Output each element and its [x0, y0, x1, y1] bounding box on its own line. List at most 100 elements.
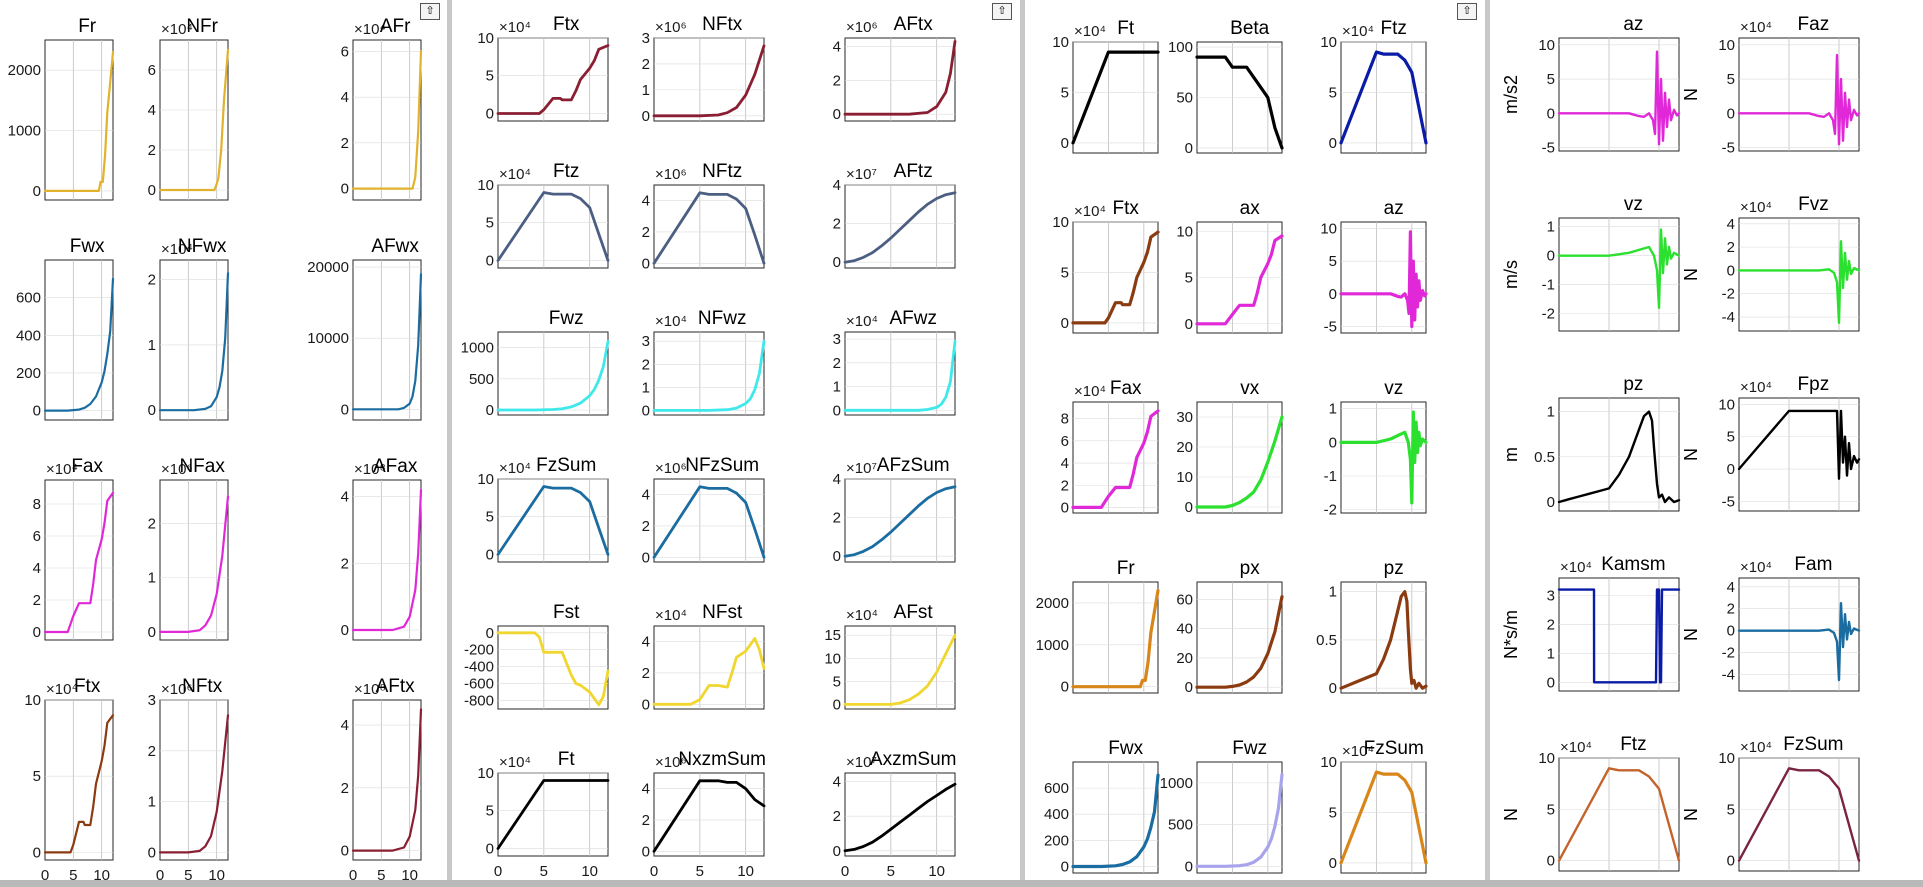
subplot-title: NFst [702, 602, 743, 623]
subplot-title: FzSum [1783, 734, 1843, 755]
y-tick-label: 0 [1061, 858, 1069, 875]
subplot-fwx: 0 200 400 600 Fwx [16, 236, 115, 421]
axes-box [497, 478, 609, 563]
y-tick-label: 4 [33, 560, 41, 577]
subplot-title: Fr [1117, 558, 1136, 579]
axes-box [497, 331, 609, 416]
subplot-title: NFwz [698, 308, 747, 329]
y-axis-label: m/s [1501, 260, 1521, 289]
series-line [351, 273, 423, 411]
series-line [1339, 50, 1428, 145]
y-tick-label: 4 [833, 774, 841, 791]
subplot-fwz: 0 500 1000 Fwz [461, 308, 610, 419]
y-tick-label: 0 [1061, 315, 1069, 332]
subplot-title: Ftz [553, 161, 579, 182]
figure-window-4: 10 5 0 -5 az m/s2 10 5 0 -5 ×10⁴ Faz N 1 0 -1 -2 vz m/s 4 2 0… [1490, 0, 1923, 880]
series-line [158, 48, 230, 192]
pin-icon[interactable]: ⇧ [1457, 3, 1477, 20]
y-tick-label: 4 [833, 471, 841, 488]
taskbar-strip [0, 880, 1923, 887]
series-line [1737, 53, 1861, 146]
subplot-fwx: 02004006000510Fwx [1044, 738, 1160, 875]
y-tick-label: 4 [642, 487, 650, 504]
subplot-fzsum: 0 5 10 ×10⁴ FzSum [477, 455, 610, 563]
y-tick-label: 10 [477, 471, 494, 488]
x-tick-label: 10 [93, 867, 110, 880]
y-tick-label: 10 [1718, 396, 1735, 413]
y-tick-label: 2 [148, 515, 156, 532]
y-tick-label: 5 [1547, 71, 1555, 88]
y-axis-label: m [1501, 447, 1521, 462]
x-tick-label: 0 [349, 867, 357, 880]
y-tick-label: 1 [1547, 219, 1555, 236]
x-tick-label: 0 [1555, 878, 1563, 880]
y-axis-label: N [1681, 448, 1701, 461]
x-tick-label: 5 [69, 867, 77, 880]
y-tick-label: 4 [642, 193, 650, 210]
y-tick-label: 2 [833, 808, 841, 825]
y-tick-label: -2 [1722, 645, 1735, 662]
y-tick-label: 2 [1727, 239, 1735, 256]
y-tick-label: 0 [33, 844, 41, 861]
subplot-ft: 0 5 10 ×10⁴ Ft [1052, 18, 1160, 154]
subplot-nfwz: 0 1 2 3 ×10⁴ NFwz [642, 308, 766, 419]
subplot-ftx: 0 5 10 ×10⁴ Ftx [477, 14, 610, 122]
y-tick-label: 1 [148, 794, 156, 811]
y-tick-label: 2 [642, 356, 650, 373]
axis-exponent: ×10⁴ [161, 241, 193, 258]
axis-exponent: ×10⁴ [161, 21, 193, 38]
axis-exponent: ×10⁷ [846, 754, 877, 771]
axis-exponent: ×10⁴ [655, 607, 687, 624]
y-tick-label: 10 [477, 177, 494, 194]
y-axis-label: N [1681, 268, 1701, 281]
subplot-afwz: 0 1 2 3 ×10⁴ AFwz [833, 308, 957, 419]
y-tick-label: 3 [642, 333, 650, 350]
series-line [496, 339, 610, 412]
y-tick-label: 0 [833, 254, 841, 271]
series-line [1071, 50, 1160, 145]
series-line [1071, 230, 1160, 325]
y-tick-label: 10 [1176, 469, 1193, 486]
y-tick-label: 0 [148, 402, 156, 419]
axis-exponent: ×10⁴ [1560, 739, 1592, 756]
axes-box [1340, 581, 1427, 694]
axis-exponent: ×10⁶ [161, 461, 193, 478]
y-tick-label: 60 [1176, 592, 1193, 609]
axes-box [1558, 757, 1680, 872]
series-line [496, 485, 610, 556]
series-line [1195, 594, 1284, 689]
y-tick-label: 4 [833, 177, 841, 194]
subplot-nftx: 0 1 2 3 ×10⁶ NFtx [642, 14, 766, 125]
axes-box [844, 37, 956, 122]
subplot-title: Fpz [1798, 374, 1830, 395]
series-line [652, 485, 766, 559]
series-line [1071, 588, 1160, 689]
y-tick-label: 4 [341, 489, 349, 506]
y-tick-label: 600 [16, 290, 41, 307]
y-tick-label: 8 [33, 496, 41, 513]
y-tick-label: 5 [1061, 84, 1069, 101]
y-tick-label: 0 [1727, 262, 1735, 279]
series-line [1737, 767, 1861, 862]
subplot-az: 10 5 0 -5 az m/s2 [1501, 14, 1681, 157]
subplot-fzsum: 0 5 10 0 5 10 ×10⁴ FzSum N [1681, 734, 1861, 880]
y-tick-label: 0 [486, 402, 494, 419]
y-tick-label: 2 [833, 355, 841, 372]
series-line [351, 708, 423, 852]
axis-exponent: ×10⁸ [354, 461, 386, 478]
subplot-ftz: 0 5 10 ×10⁴ Ftz [1320, 18, 1428, 154]
subplot-title: Fwx [70, 236, 105, 257]
axes-box [1196, 581, 1283, 694]
y-tick-label: 3 [833, 331, 841, 348]
x-tick-label: 10 [401, 867, 418, 880]
pin-icon[interactable]: ⇧ [420, 3, 440, 20]
series-line [1339, 230, 1428, 329]
series-line [1071, 409, 1160, 509]
y-tick-label: 15 [824, 627, 841, 644]
pin-icon[interactable]: ⇧ [992, 3, 1012, 20]
y-tick-label: 1 [148, 337, 156, 354]
y-tick-label: 0 [33, 403, 41, 420]
